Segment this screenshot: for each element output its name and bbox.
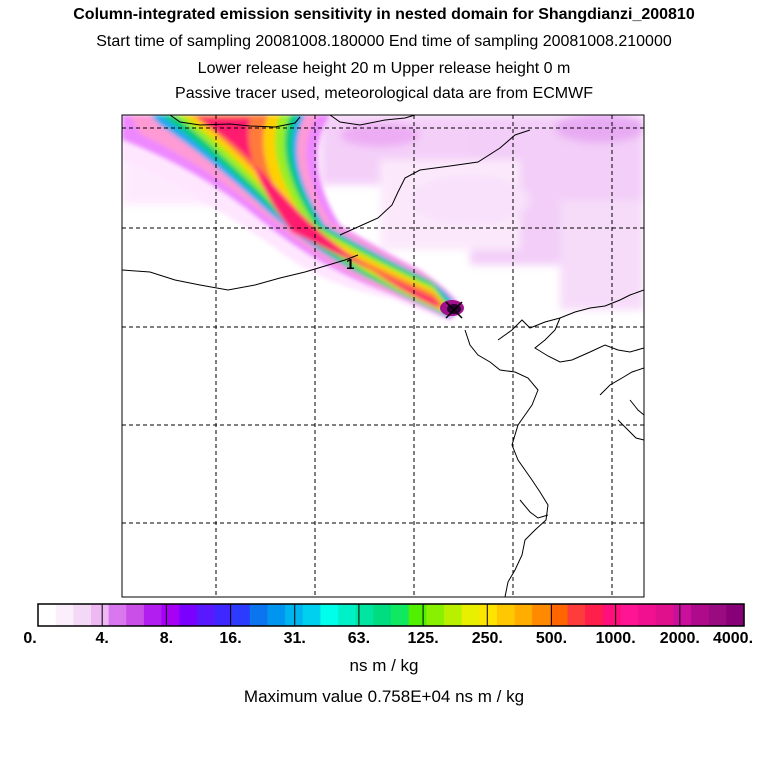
colorbar-cell	[161, 604, 180, 626]
colorbar-cell	[443, 604, 463, 626]
colorbar-cell	[73, 604, 92, 626]
colorbar-cell	[408, 604, 427, 626]
tracer-info: Passive tracer used, meteorological data…	[175, 85, 593, 102]
colorbar-tick-label: 63.	[347, 630, 371, 647]
colorbar-cell	[602, 604, 622, 626]
colorbar-cell	[214, 604, 233, 626]
coastlines	[122, 115, 644, 597]
colorbar-tick-label: 4000.	[712, 630, 754, 647]
colorbar-units: ns m / kg	[349, 656, 419, 675]
release-heights: Lower release height 20 m Upper release …	[197, 60, 571, 77]
colorbar-cell	[391, 604, 410, 626]
colorbar-cell	[373, 604, 392, 626]
colorbar-cell	[355, 604, 374, 626]
colorbar-cell	[638, 604, 657, 626]
colorbar-cell	[673, 604, 692, 626]
colorbar-tick-label: 500.	[535, 630, 568, 647]
plume	[122, 115, 462, 320]
colorbar-tick-label: 250.	[471, 630, 503, 647]
sampling-times: Start time of sampling 20081008.180000 E…	[96, 33, 672, 50]
plume-layer	[170, 115, 450, 312]
colorbar-cell	[38, 604, 57, 626]
colorbar-tick-label: 4.	[95, 630, 109, 647]
colorbar-cell	[532, 604, 551, 626]
colorbar-cell	[726, 604, 745, 626]
maximum-value: Maximum value 0.758E+04 ns m / kg	[243, 687, 525, 706]
colorbar-cell	[232, 604, 251, 626]
colorbar-cell	[691, 604, 710, 626]
colorbar-tick-label: 0.	[23, 630, 37, 647]
release-marker-label: 1	[346, 256, 354, 273]
colorbar-cell	[496, 604, 516, 626]
colorbar	[37, 603, 745, 627]
colorbar-tick-label: 31.	[283, 630, 306, 647]
plot-title: Column-integrated emission sensitivity i…	[73, 6, 695, 23]
colorbar-cell	[620, 604, 639, 626]
colorbar-cell	[514, 604, 533, 626]
colorbar-cell	[302, 604, 321, 626]
colorbar-cell	[249, 604, 269, 626]
colorbar-cell	[55, 604, 74, 626]
plume-layer	[186, 115, 444, 308]
colorbar-cell	[285, 604, 304, 626]
colorbar-cell	[479, 604, 498, 626]
release-point-marker	[445, 301, 463, 319]
plume-layer	[178, 115, 447, 310]
colorbar-cell	[126, 604, 145, 626]
colorbar-cell	[90, 604, 110, 626]
colorbar-frame	[37, 603, 745, 627]
colorbar-cell	[708, 604, 727, 626]
colorbar-cell	[549, 604, 569, 626]
colorbar-cell	[338, 604, 357, 626]
colorbar-tick-label: 2000.	[659, 630, 700, 647]
colorbar-cell	[655, 604, 674, 626]
colorbar-cell	[143, 604, 163, 626]
colorbar-tick-label: 125.	[407, 630, 439, 647]
colorbar-cell	[585, 604, 604, 626]
colorbar-cell	[267, 604, 286, 626]
colorbar-cell	[179, 604, 198, 626]
colorbar-tick-label: 8.	[159, 630, 174, 647]
map-frame	[121, 114, 645, 598]
colorbar-cell	[320, 604, 339, 626]
colorbar-cell	[108, 604, 127, 626]
colorbar-tick-label: 1000.	[595, 630, 636, 647]
colorbar-cell	[196, 604, 216, 626]
colorbar-cell	[461, 604, 480, 626]
colorbar-cell	[426, 604, 445, 626]
colorbar-tick-label: 16.	[219, 630, 242, 647]
lat-lon-grid	[122, 115, 644, 597]
colorbar-cell	[567, 604, 586, 626]
